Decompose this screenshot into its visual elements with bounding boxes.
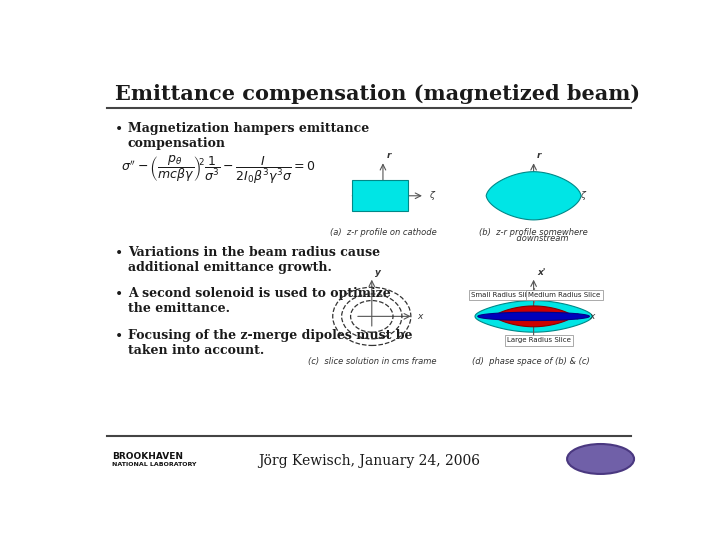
Text: $\sigma'' - \left(\dfrac{p_\theta}{mc\beta\gamma}\right)^{\!\!2} \dfrac{1}{\sigm: $\sigma'' - \left(\dfrac{p_\theta}{mc\be… [121, 154, 315, 186]
Text: BROOKHAVEN: BROOKHAVEN [112, 452, 184, 461]
Text: A second solenoid is used to optimize
the emittance.: A second solenoid is used to optimize th… [128, 287, 391, 315]
Text: Large Radius Slice: Large Radius Slice [508, 338, 571, 343]
Text: x: x [590, 312, 595, 321]
Text: •: • [115, 329, 123, 343]
Polygon shape [478, 312, 590, 321]
Text: y: y [375, 268, 381, 277]
Text: Focusing of the z-merge dipoles must be
taken into account.: Focusing of the z-merge dipoles must be … [128, 329, 413, 357]
Ellipse shape [567, 444, 634, 474]
Text: r: r [537, 151, 541, 160]
Text: $\zeta$: $\zeta$ [580, 190, 588, 202]
Text: (c)  slice solution in cms frame: (c) slice solution in cms frame [307, 357, 436, 366]
Polygon shape [475, 301, 593, 332]
Polygon shape [486, 172, 581, 220]
Text: RHIC: RHIC [580, 452, 622, 466]
Text: downstream: downstream [498, 234, 569, 242]
Text: Variations in the beam radius cause
additional emittance growth.: Variations in the beam radius cause addi… [128, 246, 380, 274]
Text: Medium Radius Slice: Medium Radius Slice [528, 292, 600, 298]
Text: Emittance compensation (magnetized beam): Emittance compensation (magnetized beam) [115, 84, 640, 104]
Text: (b)  z-r profile somewhere: (b) z-r profile somewhere [480, 228, 588, 237]
Text: NATIONAL LABORATORY: NATIONAL LABORATORY [112, 462, 197, 467]
Text: •: • [115, 246, 123, 260]
Text: •: • [115, 122, 123, 136]
Text: x': x' [537, 268, 546, 277]
Text: •: • [115, 287, 123, 301]
Text: $\zeta$: $\zeta$ [429, 190, 436, 202]
Text: (a)  z-r profile on cathode: (a) z-r profile on cathode [330, 228, 436, 237]
Text: Small Radius Slice: Small Radius Slice [471, 292, 535, 298]
Bar [352, 180, 408, 211]
Text: (d)  phase space of (b) & (c): (d) phase space of (b) & (c) [472, 357, 590, 366]
Text: Magnetization hampers emittance
compensation: Magnetization hampers emittance compensa… [128, 122, 369, 150]
Text: Jörg Kewisch, January 24, 2006: Jörg Kewisch, January 24, 2006 [258, 454, 480, 468]
Text: x: x [418, 312, 423, 321]
Polygon shape [495, 306, 572, 327]
Text: r: r [387, 151, 391, 160]
